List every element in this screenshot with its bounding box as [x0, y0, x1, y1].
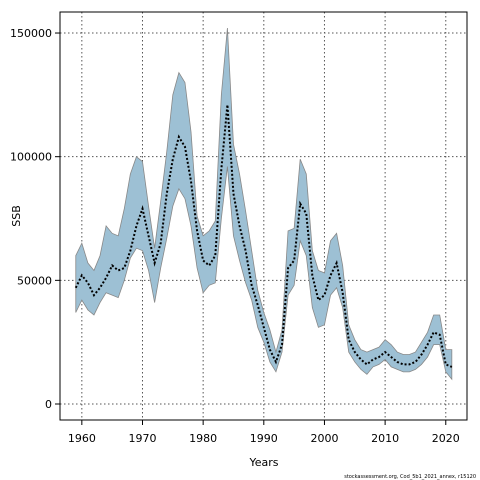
y-axis-label: SSB: [10, 205, 23, 227]
x-axis-label: Years: [248, 456, 278, 469]
y-tick-label: 100000: [10, 151, 52, 164]
y-tick-label: 0: [45, 398, 52, 411]
ssb-line: [74, 104, 453, 368]
y-tick-label: 150000: [10, 27, 52, 40]
plot-frame: [59, 11, 468, 421]
footer: stockassessment.org, Cod_5b1_2021_annex,…: [344, 474, 476, 480]
x-tick-label: 1960: [68, 432, 96, 445]
y-tick-label: 50000: [17, 274, 52, 287]
x-tick-label: 1980: [189, 432, 217, 445]
x-tick-label: 1990: [250, 432, 278, 445]
confidence-band: [75, 28, 453, 381]
x-tick-label: 2020: [432, 432, 460, 445]
x-tick-label: 2000: [310, 432, 338, 445]
x-tick-label: 1970: [128, 432, 156, 445]
x-tick-label: 2010: [371, 432, 399, 445]
